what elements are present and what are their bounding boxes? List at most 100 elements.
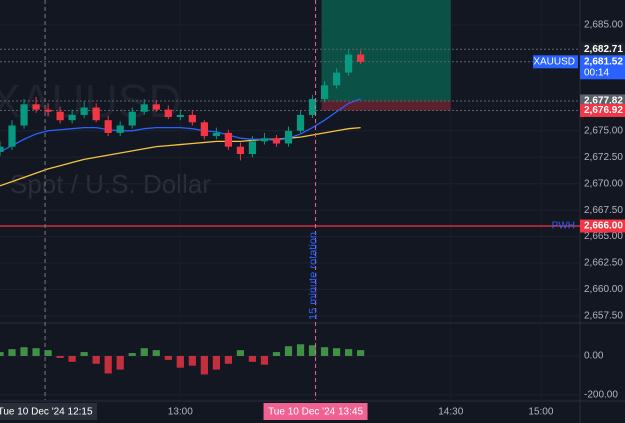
osc-bar bbox=[56, 355, 64, 358]
y-tick-label: 2,672.50 bbox=[584, 152, 623, 163]
osc-bar bbox=[164, 355, 172, 360]
osc-bar bbox=[212, 355, 220, 370]
osc-bar bbox=[308, 345, 317, 356]
candle-body bbox=[116, 125, 124, 133]
osc-bar bbox=[128, 353, 136, 356]
candle-body bbox=[20, 104, 28, 126]
osc-bar bbox=[68, 355, 76, 362]
osc-bar bbox=[92, 355, 100, 364]
y-tick-label: 2,662.50 bbox=[584, 258, 623, 269]
candle-body bbox=[308, 99, 317, 115]
x-tick-label: 13:00 bbox=[168, 407, 193, 418]
candle-body bbox=[236, 146, 245, 155]
crosshair-label: Tue 10 Dec '24 13:45 bbox=[268, 407, 363, 418]
price-tag-label: 2,676.92 bbox=[584, 105, 623, 116]
candle-body bbox=[284, 130, 293, 144]
y-tick-label: 2,665.00 bbox=[584, 231, 623, 242]
osc-bar bbox=[320, 347, 329, 356]
x-tick-label: 14:30 bbox=[438, 407, 463, 418]
y-tick-label: 2,670.00 bbox=[584, 178, 623, 189]
candle-body bbox=[176, 114, 184, 118]
candle-body bbox=[224, 132, 232, 147]
osc-bar bbox=[284, 346, 293, 356]
price-tag bbox=[580, 42, 625, 56]
x-tick-label: 15:00 bbox=[528, 407, 553, 418]
candle-body bbox=[320, 85, 329, 100]
osc-tick-label: -200.00 bbox=[584, 390, 618, 401]
position-stop bbox=[321, 100, 451, 111]
osc-bar bbox=[176, 355, 184, 368]
osc-bar bbox=[152, 350, 160, 356]
candle-body bbox=[200, 122, 208, 137]
symbol-tag bbox=[533, 55, 578, 69]
y-tick-label: 2,675.00 bbox=[584, 125, 623, 136]
candle-body bbox=[0, 146, 4, 152]
osc-bar bbox=[344, 349, 353, 356]
candle-body bbox=[140, 104, 148, 112]
candle-body bbox=[296, 114, 305, 131]
moving-average bbox=[0, 126, 361, 187]
y-tick-label: 2,657.50 bbox=[584, 311, 623, 322]
price-tag-label: 2,666.00 bbox=[584, 221, 623, 232]
candle-body bbox=[344, 54, 353, 73]
osc-bar bbox=[32, 348, 40, 356]
osc-bar bbox=[357, 350, 365, 356]
osc-bar bbox=[200, 355, 208, 375]
osc-bar bbox=[332, 348, 341, 356]
candle-body bbox=[248, 141, 257, 155]
osc-bar bbox=[140, 348, 148, 356]
osc-bar bbox=[260, 355, 269, 365]
osc-tick-label: 0.00 bbox=[584, 351, 604, 362]
moving-average bbox=[0, 98, 361, 153]
candle-body bbox=[104, 120, 112, 133]
price-tag bbox=[580, 219, 625, 233]
candle-body bbox=[164, 109, 172, 118]
price-tag bbox=[580, 55, 625, 80]
candle-body bbox=[272, 138, 281, 144]
price-tag bbox=[580, 103, 625, 117]
candle-body bbox=[8, 125, 16, 147]
candle-body bbox=[188, 114, 196, 123]
candle-body bbox=[68, 114, 76, 121]
candle-body bbox=[56, 111, 64, 121]
symbol-tag-label: PWH bbox=[552, 221, 575, 232]
osc-bar bbox=[0, 352, 4, 356]
osc-bar bbox=[44, 350, 52, 356]
price-tag-label: 2,682.71 bbox=[584, 44, 623, 55]
symbol-tag-label: XAUUSD bbox=[533, 56, 575, 67]
osc-bar bbox=[272, 352, 281, 356]
oscillator-pane bbox=[0, 325, 580, 400]
osc-bar bbox=[248, 355, 257, 362]
candle-body bbox=[152, 104, 160, 110]
osc-bar bbox=[80, 352, 88, 356]
osc-bar bbox=[236, 350, 245, 356]
candle-body bbox=[128, 111, 136, 126]
crosshair-label: Tue 10 Dec '24 12:15 bbox=[0, 407, 93, 418]
candle-body bbox=[32, 104, 40, 110]
price-tag-label: 2,677.82 bbox=[584, 96, 623, 107]
osc-bar bbox=[20, 347, 28, 356]
osc-bar bbox=[224, 355, 232, 364]
price-tag-label: 2,681.52 bbox=[584, 56, 623, 67]
annotation: 15 minute rotation bbox=[307, 232, 319, 320]
watermark-symbol: XAUUSD bbox=[0, 75, 182, 127]
price-tag-countdown: 00:14 bbox=[584, 67, 609, 78]
position-target bbox=[321, 0, 451, 101]
candle-body bbox=[212, 132, 220, 137]
candle-body bbox=[80, 107, 88, 115]
osc-bar bbox=[8, 349, 16, 356]
osc-bar bbox=[104, 355, 112, 374]
y-tick-label: 2,667.50 bbox=[584, 205, 623, 216]
candle-body bbox=[44, 109, 52, 112]
candle-body bbox=[332, 72, 341, 86]
y-tick-label: 2,660.00 bbox=[584, 284, 623, 295]
candle-body bbox=[357, 54, 365, 62]
candle-body bbox=[92, 107, 100, 121]
osc-bar bbox=[296, 344, 305, 356]
osc-bar bbox=[188, 355, 196, 366]
candle-body bbox=[260, 138, 269, 142]
crosshair-tag bbox=[263, 403, 368, 420]
y-tick-label: 2,685.00 bbox=[584, 20, 623, 31]
crosshair-tag bbox=[0, 403, 98, 420]
